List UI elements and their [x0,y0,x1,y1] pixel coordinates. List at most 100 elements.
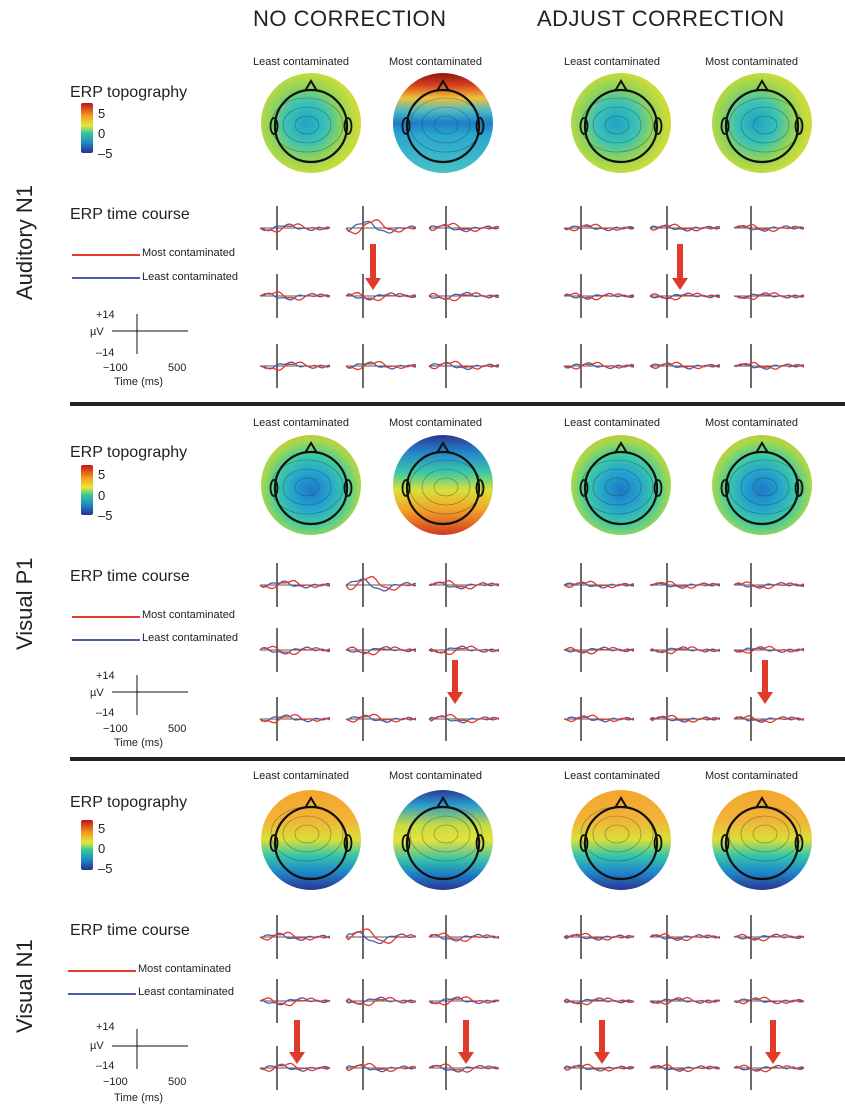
highlight-arrow [289,1020,305,1064]
topo-contour [740,815,790,853]
colorbar-tick-max: 5 [98,467,106,482]
trace-most-contaminated [649,646,721,655]
trace-most-contaminated [733,933,805,942]
trace-most-contaminated [259,361,331,371]
ear-outline [343,834,353,852]
column-title-adjust-correction: ADJUST CORRECTION [537,6,785,31]
ear-outline [401,117,411,135]
ear-outline [720,479,730,497]
trace-least-contaminated [563,362,635,369]
topo-label-most: Most contaminated [389,56,482,68]
erp-trace-plot [428,915,500,959]
topo-map [712,73,812,173]
nose-outline [304,796,318,809]
topo-contour [604,115,630,135]
colorbar-tick-min: –5 [98,861,113,876]
topo-contour [421,106,471,144]
erp-trace-plot [259,344,331,388]
scale-bottom: –14 [96,707,115,719]
ear-outline [269,479,279,497]
colorbar-tick-zero: 0 [98,488,106,503]
erp-trace-plot [259,915,331,959]
heading-erp-topography: ERP topography [70,794,188,811]
legend-swatch-least [68,993,136,995]
topo-contour [592,815,642,853]
legend-label-least: Least contaminated [138,986,235,998]
head-outline [405,450,481,526]
topo-disc [393,73,493,173]
trace-most-contaminated [345,360,417,371]
trace-least-contaminated [259,1063,331,1072]
erp-trace-plot [345,563,417,607]
trace-most-contaminated [345,646,417,656]
scale-time-label: Time (ms) [114,376,164,388]
erp-trace-plot [345,274,417,318]
trace-most-contaminated [563,646,635,655]
head-outline [273,88,349,164]
topo-map [261,435,361,535]
scale-unit: µV [90,1040,104,1052]
trace-most-contaminated [563,1063,635,1072]
ear-outline [653,479,663,497]
heading-erp-time-course: ERP time course [70,922,190,939]
topo-contour [752,477,778,497]
head-outline [273,805,349,881]
ear-outline [653,117,663,135]
highlight-arrow [458,1020,474,1064]
trace-most-contaminated [428,932,500,942]
topo-map [261,73,361,173]
ear-outline [401,479,411,497]
erp-trace-plot [649,697,721,741]
topo-disc [261,790,361,890]
topo-map [571,435,671,535]
topo-contour [294,824,320,844]
ear-outline [269,834,279,852]
trace-most-contaminated [649,580,721,589]
scale-time-label: Time (ms) [114,737,164,749]
colorbar [81,103,93,153]
arrow-shaft [770,1020,776,1054]
topo-disc [712,790,812,890]
head-outline [405,88,481,164]
erp-trace-plot [733,206,805,250]
erp-trace-plot [563,563,635,607]
scale-top: +14 [96,1021,115,1033]
ear-outline [794,117,804,135]
trace-least-contaminated [733,716,805,723]
arrow-shaft [599,1020,605,1054]
erp-trace-plot [649,628,721,672]
topo-map [393,73,493,173]
highlight-arrow [765,1020,781,1064]
nose-outline [614,79,628,92]
trace-most-contaminated [428,579,500,590]
erp-trace-plot [563,628,635,672]
ear-outline [579,834,589,852]
trace-most-contaminated [563,361,635,370]
trace-most-contaminated [733,581,805,590]
erp-trace-plot [428,697,500,741]
topo-label-least: Least contaminated [253,56,350,68]
scale-time-end: 500 [168,1076,187,1088]
trace-most-contaminated [345,996,417,1007]
trace-most-contaminated [259,579,331,590]
ear-outline [579,479,589,497]
arrow-shaft [677,244,683,280]
colorbar-tick-max: 5 [98,821,106,836]
trace-least-contaminated [428,996,500,1005]
head-outline [724,805,800,881]
topo-contour [421,815,471,853]
trace-most-contaminated [428,360,500,370]
ear-outline [401,834,411,852]
erp-trace-plot [428,1046,500,1090]
erp-trace-plot [345,628,417,672]
topo-label-least: Least contaminated [253,770,350,782]
trace-most-contaminated [259,997,331,1007]
topo-disc [261,73,361,173]
trace-most-contaminated [649,361,721,370]
colorbar-tick-max: 5 [98,106,106,121]
trace-most-contaminated [649,292,721,301]
nose-outline [614,796,628,809]
trace-least-contaminated [259,646,330,655]
legend-swatch-most [72,616,140,618]
trace-most-contaminated [428,713,500,724]
